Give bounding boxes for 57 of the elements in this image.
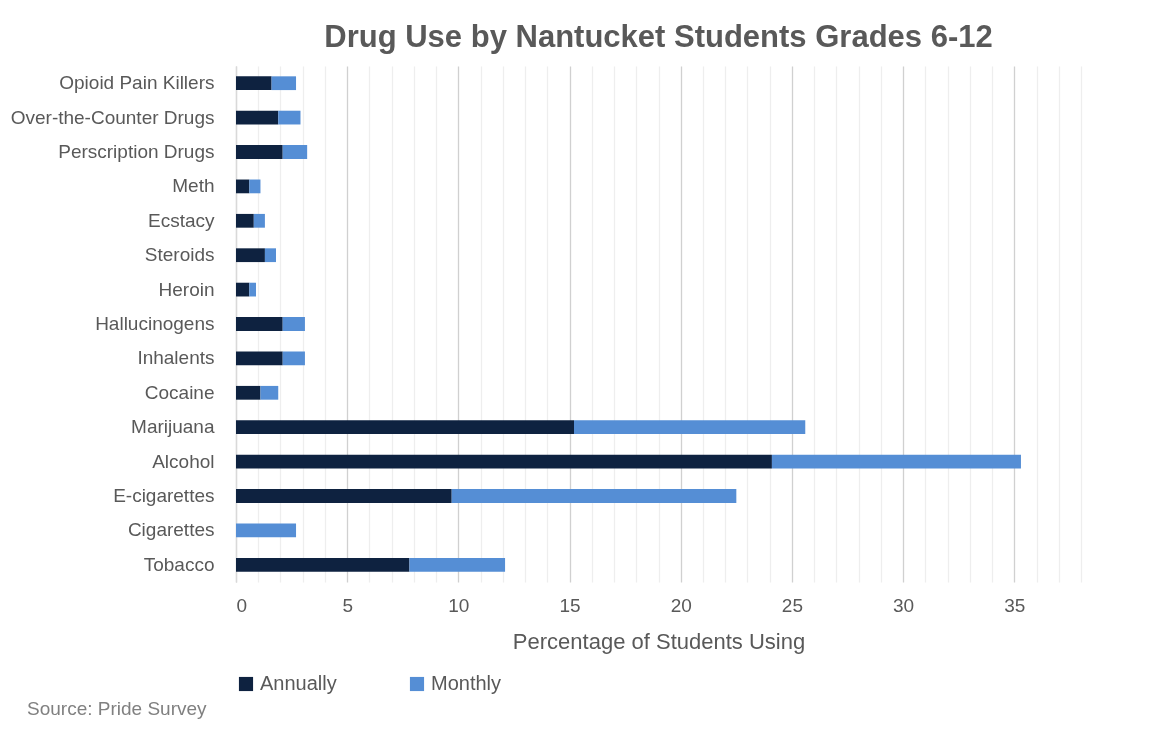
x-tick-label: 30 [893, 594, 915, 616]
bar [249, 179, 261, 194]
bar [236, 76, 272, 91]
bar [236, 557, 410, 572]
y-tick-label: Over-the-Counter Drugs [10, 106, 215, 128]
bar [451, 489, 737, 503]
bar [278, 110, 301, 125]
chart-title: Drug Use by Nantucket Students Grades 6-12 [324, 19, 993, 54]
bar [771, 454, 1021, 469]
bar [409, 557, 506, 572]
bar [236, 145, 283, 159]
x-tick-label: 5 [342, 594, 353, 616]
bar [249, 282, 257, 297]
bar [236, 454, 772, 469]
y-tick-label: Hallucinogens [95, 313, 215, 334]
bar [282, 317, 305, 331]
bar [260, 385, 279, 400]
bar [236, 351, 283, 366]
y-tick-label: Meth [172, 175, 215, 197]
y-tick-label: Cigarettes [127, 519, 215, 541]
y-tick-label: Heroin [158, 278, 215, 300]
bar [264, 248, 277, 263]
y-tick-label: Alcohol [152, 450, 215, 472]
bar [236, 248, 265, 263]
legend-label: Annually [260, 672, 337, 694]
y-tick-label: Opioid Pain Killers [59, 72, 215, 94]
x-tick-label: 25 [781, 594, 803, 616]
y-tick-label: Ecstacy [147, 209, 215, 231]
y-tick-label: Cocaine [144, 381, 215, 403]
y-tick-label: Marijuana [131, 416, 215, 438]
y-tick-label: Steroids [144, 244, 215, 266]
bar [236, 385, 261, 400]
bar [236, 110, 279, 125]
y-tick-label: Perscription Drugs [58, 141, 215, 162]
bar [271, 76, 297, 91]
y-tick-label: Tobacco [143, 553, 215, 575]
bar [236, 213, 254, 228]
legend-label: Monthly [431, 672, 502, 694]
x-tick-label: 20 [670, 594, 692, 616]
bar [282, 145, 308, 159]
x-tick-label: 0 [236, 594, 248, 616]
bar [253, 213, 265, 228]
x-tick-label: 10 [448, 594, 470, 616]
source-note: Source: Pride Survey [27, 698, 207, 720]
bar [236, 282, 250, 297]
bar [574, 420, 806, 435]
bar [236, 523, 297, 538]
bar [282, 351, 305, 366]
y-tick-label: Inhalents [137, 347, 215, 369]
x-axis-title: Percentage of Students Using [512, 628, 806, 654]
x-tick-label: 35 [1004, 594, 1026, 616]
y-tick-label: E-cigarettes [113, 485, 215, 506]
bar [236, 317, 283, 331]
bar [236, 179, 250, 194]
bar [236, 489, 452, 503]
x-tick-label: 15 [559, 594, 581, 616]
bar [236, 420, 574, 435]
